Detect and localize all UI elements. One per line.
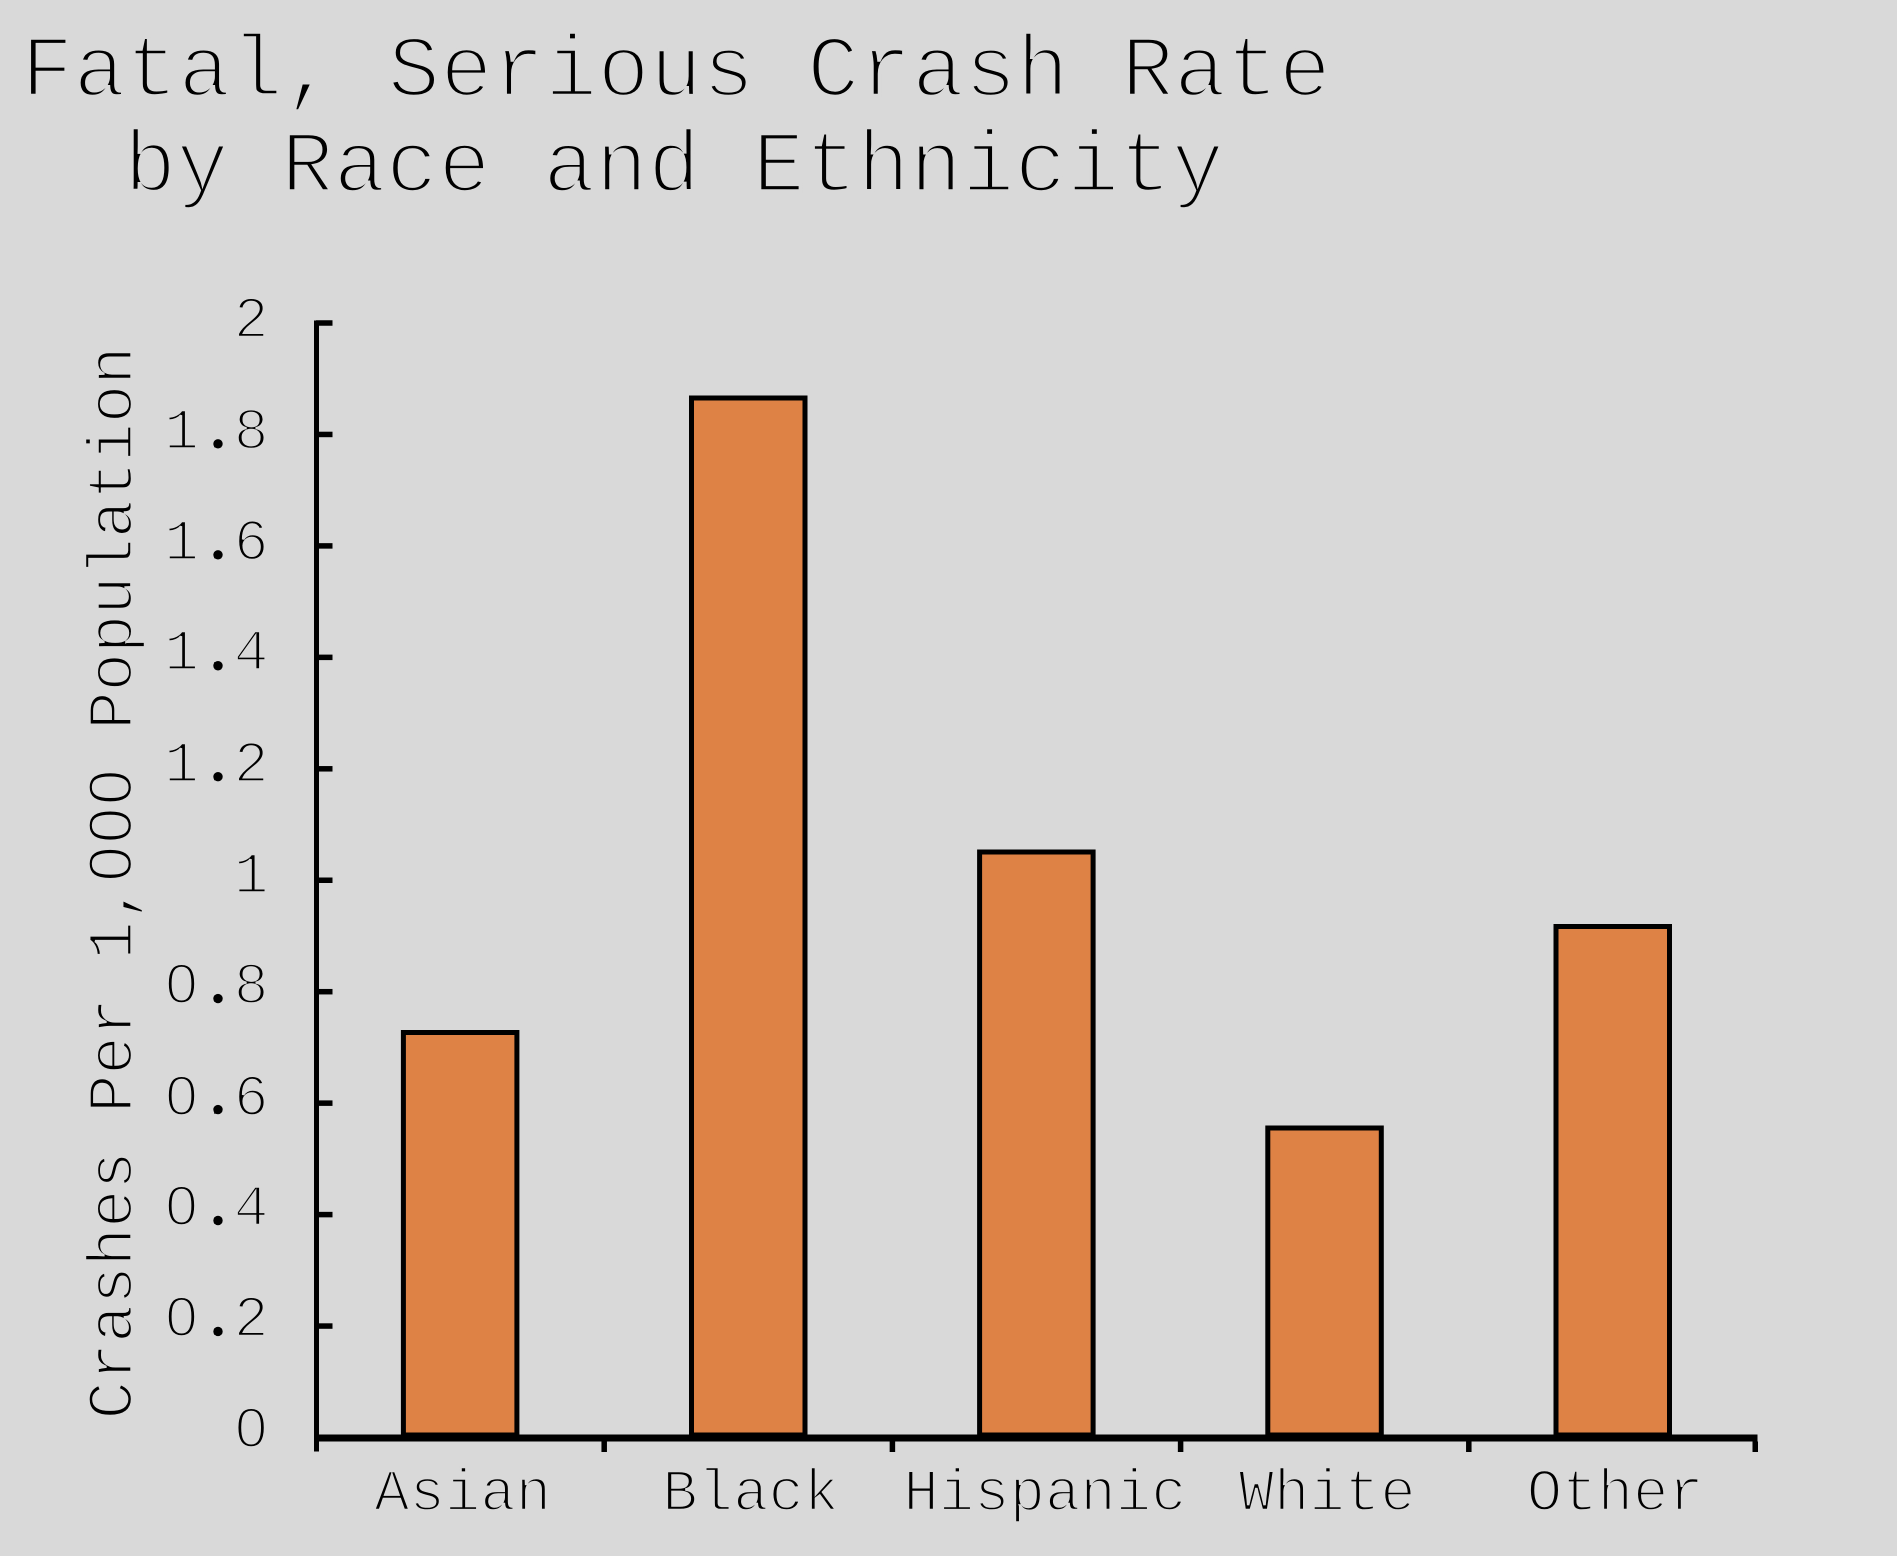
svg-text:1.4: 1.4 (164, 622, 268, 687)
svg-text:1.2: 1.2 (164, 734, 268, 799)
svg-text:Fatal, Serious Crash Rate: Fatal, Serious Crash Rate (21, 23, 1331, 122)
svg-text:0.2: 0.2 (164, 1289, 268, 1354)
svg-text:1.6: 1.6 (164, 512, 268, 577)
svg-text:by Race and Ethnicity: by Race and Ethnicity (124, 119, 1224, 218)
svg-text:0.6: 0.6 (164, 1068, 268, 1133)
svg-text:0.4: 0.4 (164, 1178, 268, 1243)
svg-text:0.8: 0.8 (164, 956, 268, 1021)
svg-text:2: 2 (234, 290, 269, 355)
svg-text:Other: Other (1527, 1461, 1704, 1528)
svg-text:Black: Black (662, 1461, 839, 1528)
svg-text:Asian: Asian (374, 1461, 551, 1528)
svg-text:1: 1 (234, 845, 269, 910)
svg-text:Hispanic: Hispanic (903, 1461, 1186, 1528)
svg-text:White: White (1239, 1461, 1416, 1528)
svg-text:Crashes Per 1,000 Population: Crashes Per 1,000 Population (80, 347, 152, 1420)
svg-text:1.8: 1.8 (164, 401, 268, 466)
svg-text:0: 0 (234, 1400, 269, 1465)
